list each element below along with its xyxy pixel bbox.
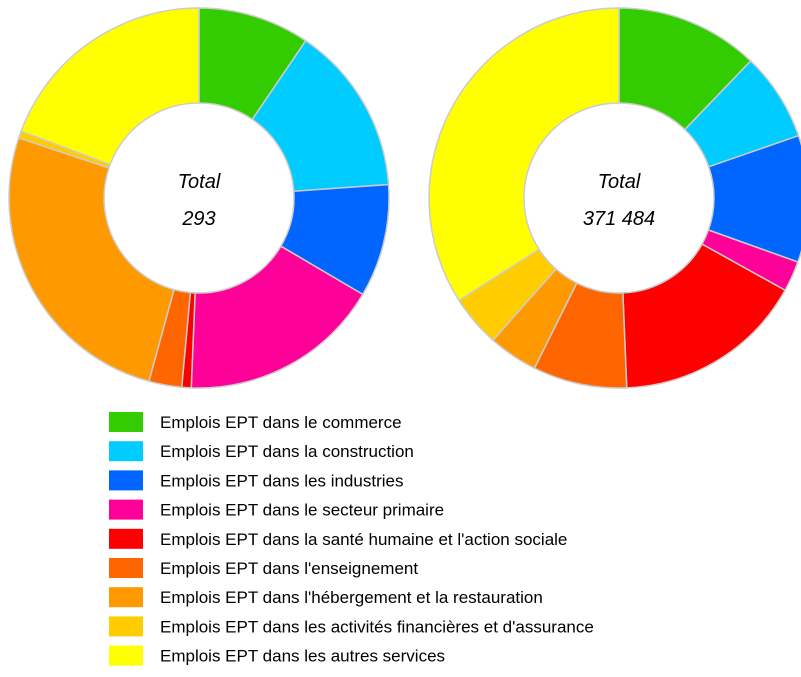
donut-slice <box>190 245 364 389</box>
legend-label: Emplois EPT dans la santé humaine et l'a… <box>160 530 567 549</box>
donut-slice <box>20 7 200 166</box>
donut-slice <box>8 136 175 383</box>
legend-swatch <box>109 470 143 491</box>
center-label: Total <box>178 171 221 193</box>
legend-swatch <box>109 645 143 666</box>
legend-label: Emplois EPT dans les autres services <box>160 647 445 666</box>
legend-swatch <box>109 558 143 578</box>
legend-label: Emplois EPT dans le secteur primaire <box>160 501 444 520</box>
legend-swatch <box>109 587 143 608</box>
center-label: Total <box>598 171 641 193</box>
legend-label: Emplois EPT dans le commerce <box>160 413 402 432</box>
center-total: 371 484 <box>583 208 655 230</box>
donut-slice <box>622 243 787 389</box>
center-total: 293 <box>181 208 215 230</box>
legend-swatch <box>109 499 143 520</box>
legend-swatch <box>109 616 143 637</box>
legend-label: Emplois EPT dans les activités financièr… <box>160 617 594 636</box>
legend-swatch <box>109 441 143 462</box>
legend-swatch <box>109 412 143 432</box>
legend-label: Emplois EPT dans l'enseignement <box>160 559 418 578</box>
donut-slice <box>428 7 620 302</box>
legend-label: Emplois EPT dans l'hébergement et la res… <box>160 588 543 607</box>
legend-label: Emplois EPT dans les industries <box>160 471 403 490</box>
legend-label: Emplois EPT dans la construction <box>160 442 414 461</box>
legend-swatch <box>109 528 143 549</box>
